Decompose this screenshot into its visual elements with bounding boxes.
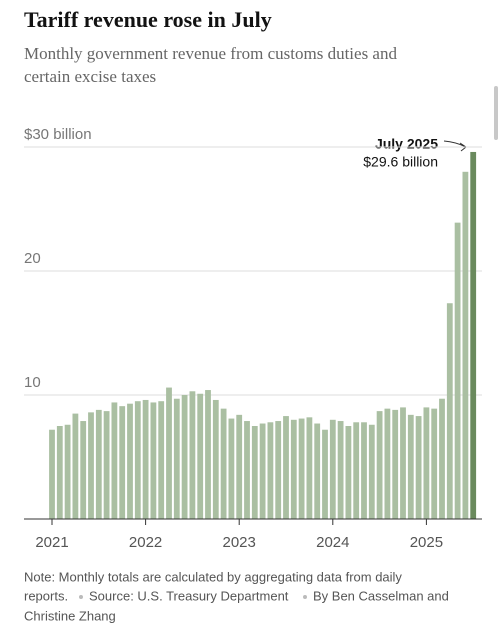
bar xyxy=(306,417,313,519)
bar xyxy=(166,387,172,519)
bar xyxy=(173,398,180,519)
bar xyxy=(275,421,282,519)
chart-subtitle: Monthly government revenue from customs … xyxy=(24,44,397,63)
scrollbar xyxy=(494,86,498,140)
bar xyxy=(88,412,94,519)
annotation-arrow xyxy=(443,140,467,152)
bar xyxy=(368,424,375,519)
bar xyxy=(142,399,149,519)
bar xyxy=(189,391,196,519)
bar xyxy=(431,408,438,519)
bar xyxy=(119,406,126,519)
x-tick-label: 2025 xyxy=(410,534,443,551)
x-tick-label: 2023 xyxy=(223,534,256,551)
bar xyxy=(134,401,141,519)
chart-title: Tariff revenue rose in July xyxy=(24,7,272,32)
bar xyxy=(72,413,79,519)
bar xyxy=(298,418,305,519)
bar xyxy=(205,390,211,519)
bar xyxy=(56,426,63,519)
chart-subtitle: certain excise taxes xyxy=(24,67,156,86)
bar xyxy=(236,414,243,519)
y-tick-label: 20 xyxy=(24,250,41,267)
bar xyxy=(322,429,328,519)
x-tick-label: 2024 xyxy=(316,534,349,551)
separator xyxy=(303,595,307,599)
bar xyxy=(212,399,219,519)
bar xyxy=(150,402,157,519)
bar xyxy=(111,402,118,519)
bar xyxy=(80,421,87,519)
bar xyxy=(462,171,469,520)
note: Note: Monthly totals are calculated by a… xyxy=(24,569,402,584)
bar xyxy=(181,395,188,519)
bar xyxy=(259,423,266,519)
bar xyxy=(423,407,430,519)
bar xyxy=(267,422,274,519)
bar xyxy=(95,409,102,519)
annotation-label: July 2025 xyxy=(375,136,438,152)
note: reports. xyxy=(24,588,68,603)
bar xyxy=(470,151,477,519)
bar xyxy=(439,398,445,519)
bar xyxy=(337,421,344,519)
bar xyxy=(314,423,321,519)
bar xyxy=(454,222,461,519)
y-tick-label: 10 xyxy=(24,374,41,391)
bar xyxy=(220,408,227,519)
bar xyxy=(244,421,250,519)
bar xyxy=(251,426,258,519)
byline: Christine Zhang xyxy=(24,608,116,623)
bar xyxy=(407,414,414,519)
bar xyxy=(103,411,110,519)
bar xyxy=(228,418,235,519)
bar xyxy=(392,409,399,519)
bar xyxy=(345,426,352,519)
annotation-text: $29.6 billion xyxy=(363,154,438,170)
x-tick-label: 2022 xyxy=(129,534,162,551)
x-tick-label: 2021 xyxy=(35,534,68,551)
bar xyxy=(376,411,383,519)
source: Source: U.S. Treasury Department xyxy=(89,588,289,603)
separator xyxy=(79,595,83,599)
bar xyxy=(283,416,289,519)
bar xyxy=(415,416,422,519)
bar xyxy=(49,429,55,519)
bar xyxy=(329,419,336,519)
bar xyxy=(446,303,453,519)
y-tick-label: $30 billion xyxy=(24,126,92,143)
bar xyxy=(353,422,360,519)
bar xyxy=(64,424,71,519)
bar xyxy=(400,407,406,519)
bar xyxy=(158,401,165,519)
bar xyxy=(127,403,133,519)
byline: By Ben Casselman and xyxy=(313,588,449,603)
bar xyxy=(361,422,367,519)
bar xyxy=(197,393,204,519)
bar xyxy=(290,419,297,519)
bar xyxy=(384,408,391,519)
